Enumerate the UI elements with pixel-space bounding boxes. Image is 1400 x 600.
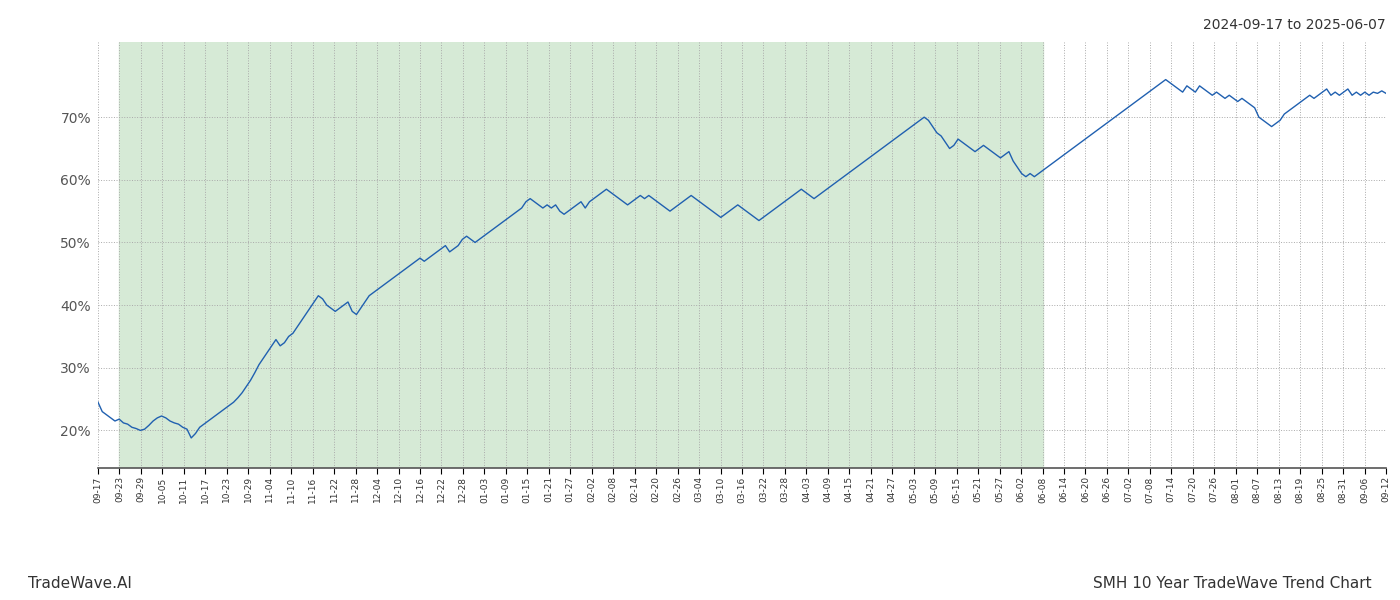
- Text: SMH 10 Year TradeWave Trend Chart: SMH 10 Year TradeWave Trend Chart: [1093, 576, 1372, 591]
- Text: TradeWave.AI: TradeWave.AI: [28, 576, 132, 591]
- Text: 2024-09-17 to 2025-06-07: 2024-09-17 to 2025-06-07: [1204, 18, 1386, 32]
- Bar: [119, 42, 1043, 468]
